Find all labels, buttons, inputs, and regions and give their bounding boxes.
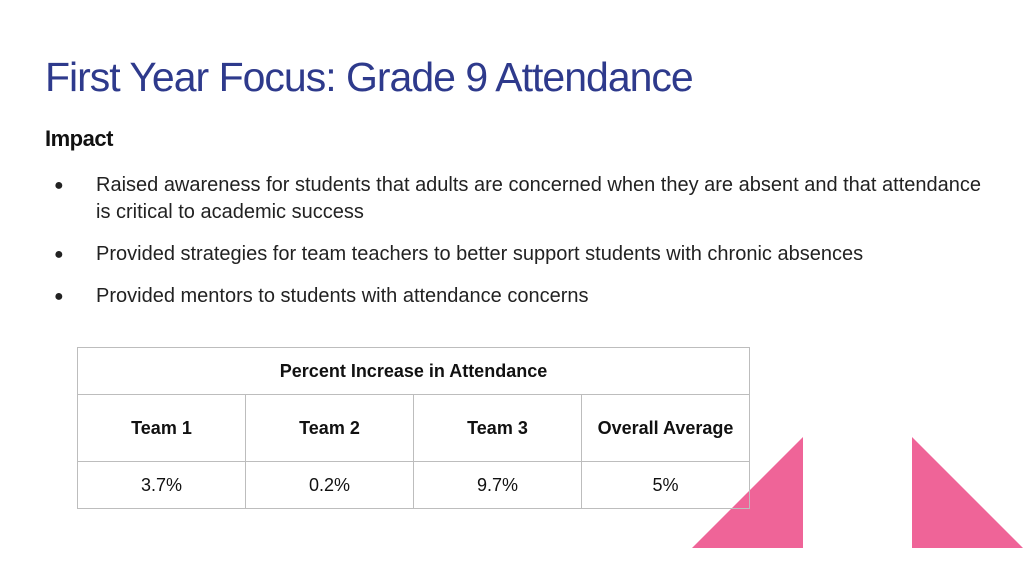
bullet-icon: ● [54,177,64,194]
column-header: Team 1 [77,394,246,462]
table-cell: 0.2% [245,461,414,509]
bullet-item: ● Provided mentors to students with atte… [54,283,994,310]
table-row: 3.7% 0.2% 9.7% 5% [77,461,750,509]
bullet-text: Provided mentors to students with attend… [96,285,589,307]
column-header: Team 3 [413,394,582,462]
bullet-icon: ● [54,288,64,305]
table-cell: 9.7% [413,461,582,509]
pink-triangle-decoration [912,437,1023,548]
column-header: Team 2 [245,394,414,462]
bullet-text: Provided strategies for team teachers to… [96,243,864,265]
bullet-text: Raised awareness for students that adult… [96,174,982,223]
bullet-icon: ● [54,246,64,263]
bullet-item: ● Raised awareness for students that adu… [54,172,994,226]
column-header: Overall Average [581,394,750,462]
table-header-row: Team 1 Team 2 Team 3 Overall Average [77,394,750,462]
table-caption: Percent Increase in Attendance [77,347,750,395]
section-heading: Impact [45,126,113,151]
table-cell: 3.7% [77,461,246,509]
bullet-item: ● Provided strategies for team teachers … [54,241,994,268]
bullet-list: ● Raised awareness for students that adu… [54,172,994,325]
slide-title: First Year Focus: Grade 9 Attendance [45,54,694,100]
table-cell: 5% [581,461,750,509]
table-caption-row: Percent Increase in Attendance [77,347,750,395]
attendance-table: Percent Increase in Attendance Team 1 Te… [77,347,750,509]
